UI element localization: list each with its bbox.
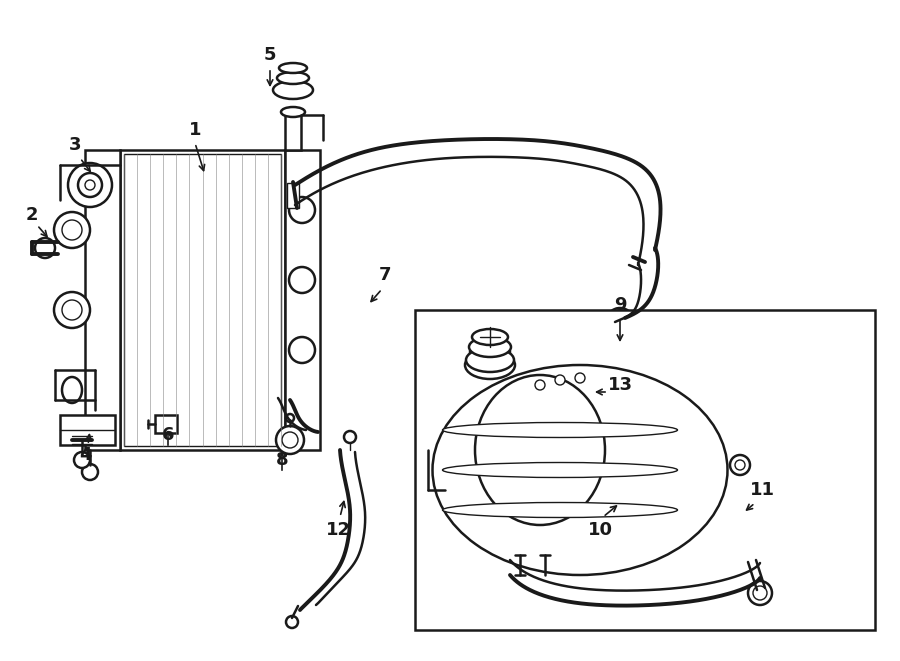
Ellipse shape <box>62 377 82 403</box>
Circle shape <box>344 431 356 443</box>
Circle shape <box>35 238 55 258</box>
Ellipse shape <box>433 365 727 575</box>
Circle shape <box>282 432 298 448</box>
Circle shape <box>62 300 82 320</box>
Text: 2: 2 <box>26 206 38 224</box>
Ellipse shape <box>472 334 508 350</box>
Ellipse shape <box>443 502 678 518</box>
Ellipse shape <box>443 422 678 438</box>
Text: 9: 9 <box>614 296 626 314</box>
Bar <box>85 150 120 450</box>
Circle shape <box>753 586 767 600</box>
Circle shape <box>575 373 585 383</box>
Bar <box>155 415 177 433</box>
Circle shape <box>748 581 772 605</box>
Circle shape <box>68 163 112 207</box>
Bar <box>415 310 875 630</box>
Ellipse shape <box>443 463 678 477</box>
Bar <box>285 115 301 150</box>
Circle shape <box>286 616 298 628</box>
Ellipse shape <box>469 337 511 357</box>
Circle shape <box>555 375 565 385</box>
Circle shape <box>62 220 82 240</box>
Circle shape <box>535 380 545 390</box>
Bar <box>120 150 285 450</box>
Ellipse shape <box>279 63 307 73</box>
Circle shape <box>730 455 750 475</box>
Ellipse shape <box>281 107 305 117</box>
Ellipse shape <box>466 348 514 372</box>
Ellipse shape <box>472 329 508 345</box>
Text: 3: 3 <box>68 136 81 154</box>
Circle shape <box>74 452 90 468</box>
Text: 8: 8 <box>275 451 288 469</box>
Circle shape <box>85 180 95 190</box>
Circle shape <box>606 308 634 336</box>
Ellipse shape <box>470 342 510 362</box>
Circle shape <box>289 267 315 293</box>
Circle shape <box>276 426 304 454</box>
Text: 12: 12 <box>326 521 350 539</box>
Circle shape <box>289 197 315 223</box>
Circle shape <box>78 173 102 197</box>
Circle shape <box>286 414 294 422</box>
Ellipse shape <box>465 351 515 379</box>
Bar <box>124 154 281 446</box>
Ellipse shape <box>475 375 605 525</box>
Text: 11: 11 <box>750 481 775 499</box>
Text: 13: 13 <box>608 376 633 394</box>
Text: 5: 5 <box>264 46 276 64</box>
Bar <box>287 183 299 208</box>
Bar <box>285 150 320 450</box>
Text: 7: 7 <box>379 266 392 284</box>
Text: 6: 6 <box>162 426 175 444</box>
Circle shape <box>735 460 745 470</box>
Circle shape <box>289 337 315 363</box>
Text: 4: 4 <box>79 446 91 464</box>
Ellipse shape <box>273 81 313 99</box>
Circle shape <box>612 314 628 330</box>
Circle shape <box>54 212 90 248</box>
Bar <box>60 415 115 445</box>
Ellipse shape <box>277 72 309 84</box>
Circle shape <box>54 292 90 328</box>
Text: 1: 1 <box>189 121 202 139</box>
Circle shape <box>82 464 98 480</box>
Text: 10: 10 <box>588 521 613 539</box>
